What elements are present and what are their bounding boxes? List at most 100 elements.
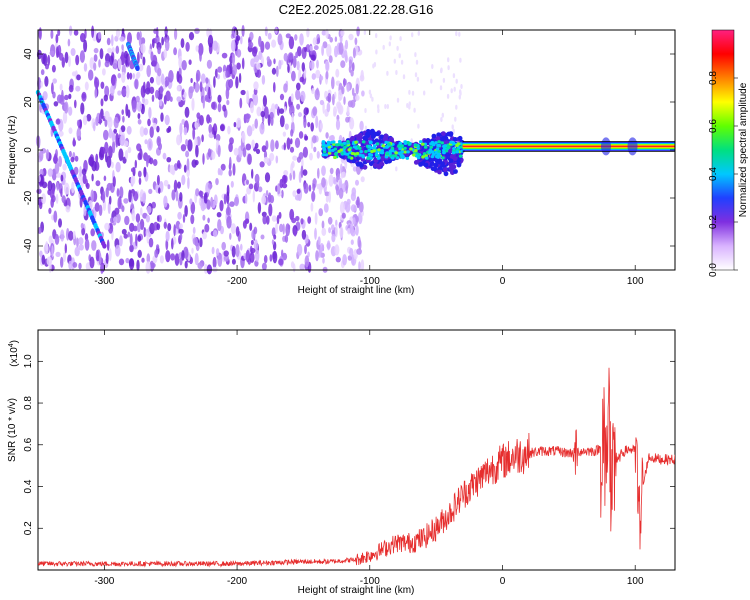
spectrogram-noise-speck [185,150,190,158]
spectrogram-noise-speck [325,132,329,139]
spectrogram-noise-speck [235,244,240,258]
spectrogram-noise-speck [222,104,227,112]
spectrogram-noise-speck [344,49,348,62]
spectrogram-noise-speck [199,237,203,248]
spectrogram-noise-speck [215,178,219,186]
spectrogram-noise-speck [93,62,97,71]
spectrogram-noise-speck [315,115,319,129]
spectrogram-noise-speck [258,186,263,193]
band-speck [357,139,363,144]
spectrogram-noise-speck [328,174,334,187]
spectrogram-noise-speck [187,176,190,190]
spectrogram-noise-speck [184,260,188,269]
spectrogram-noise-speck [166,157,172,163]
spectrogram-noise-speck [289,146,295,153]
band-core-speck [444,149,449,153]
band-core-speck [358,153,363,157]
y-tick-label: -20 [23,190,34,205]
spectrogram-noise-speck [167,125,172,133]
spectrogram-noise-speck [114,207,120,215]
band-core-speck [403,150,408,154]
spectrogram-noise-speck [411,32,414,38]
band-core-speck [437,143,441,147]
spectrogram-noise-speck [164,79,168,88]
spectrogram-noise-speck [176,96,182,102]
spectrogram-noise-speck [254,142,259,149]
spectrogram-noise-speck [364,108,367,113]
band-speck [433,162,439,168]
spectrogram-noise-speck [173,224,176,237]
spectrogram-noise-speck [78,244,84,251]
spectrogram-noise-speck [211,246,215,255]
band-core-speck [347,155,352,159]
band-core-speck [327,151,332,155]
spectrogram-noise-speck [235,35,241,42]
spectrogram-noise-speck [244,193,248,204]
spectrogram-noise-speck [229,137,234,145]
spectrogram-noise-speck [49,188,55,199]
spectrogram-noise-speck [304,255,310,268]
spectrogram-noise-speck [252,93,256,100]
spectrogram-noise-speck [156,215,160,222]
spectrogram-noise-speck [292,170,296,181]
spectrogram-noise-speck [346,105,350,116]
band-core-speck [384,155,389,159]
spectrogram-noise-speck [208,183,213,189]
spectrogram-noise-speck [84,238,90,251]
band-speck [436,132,441,138]
spectrogram-noise-speck [393,58,396,64]
spectrogram-noise-speck [190,214,195,225]
spectrogram-noise-speck [137,51,140,64]
spectrogram-noise-speck [217,253,223,267]
band-core-speck [333,155,337,160]
spectrogram-noise-speck [106,182,113,191]
spectrogram-noise-speck [233,147,239,156]
band-core-speck [321,140,326,144]
spectrogram-noise-speck [263,150,268,159]
spectrogram-noise-speck [142,96,145,104]
spectrogram-noise-speck [240,35,243,45]
band-core-speck [353,145,358,149]
spectrogram-noise-speck [60,256,64,268]
spectrogram-noise-speck [215,248,220,256]
spectrogram-noise-speck [100,81,105,90]
band-core-speck [381,144,386,148]
spectrogram-noise-speck [295,215,300,222]
band-core-speck [340,143,344,147]
spectrogram-noise-speck [344,159,348,170]
spectrogram-noise-speck [348,33,354,41]
spectrogram-noise-speck [194,159,199,166]
spectrogram-noise-speck [181,89,184,96]
spectrogram-noise-speck [217,94,222,103]
spectrogram-noise-speck [102,190,106,204]
spectrogram-noise-speck [249,222,253,231]
spectrogram-noise-speck [119,134,125,147]
spectrogram-noise-speck [352,217,356,225]
spectrogram-noise-speck [58,155,62,168]
spectrogram-noise-speck [40,69,45,76]
spectrogram-noise-speck [140,37,146,45]
spectrogram-noise-speck [125,53,128,67]
spectrogram-noise-speck [68,84,74,93]
spectrogram-noise-speck [145,261,151,274]
y-tick-label: 0.8 [23,396,34,410]
band-core-speck [361,155,366,159]
spectrogram-noise-speck [336,173,341,181]
spectrogram-noise-speck [229,156,232,170]
spectrogram-noise-speck [290,93,294,103]
spectrogram-noise-speck [294,194,301,201]
spectrogram-noise-speck [47,54,51,66]
spectrogram-noise-speck [319,75,324,81]
colorbar-tick-label: 0.6 [708,119,719,133]
spectrogram-noise-speck [459,89,462,95]
snr-y-axis-label: SNR (10 * v/v) [7,398,18,462]
spectrogram-noise-speck [48,207,52,214]
y-tick-label: 20 [23,96,34,108]
spectrogram-noise-speck [185,41,190,52]
spectrogram-noise-speck [292,190,297,198]
spectrogram-noise-speck [377,104,380,110]
spectrogram-noise-speck [195,242,200,252]
spectrogram-noise-speck [83,63,88,72]
spectrogram-noise-speck [60,188,63,198]
spectrogram-noise-speck [99,112,102,125]
